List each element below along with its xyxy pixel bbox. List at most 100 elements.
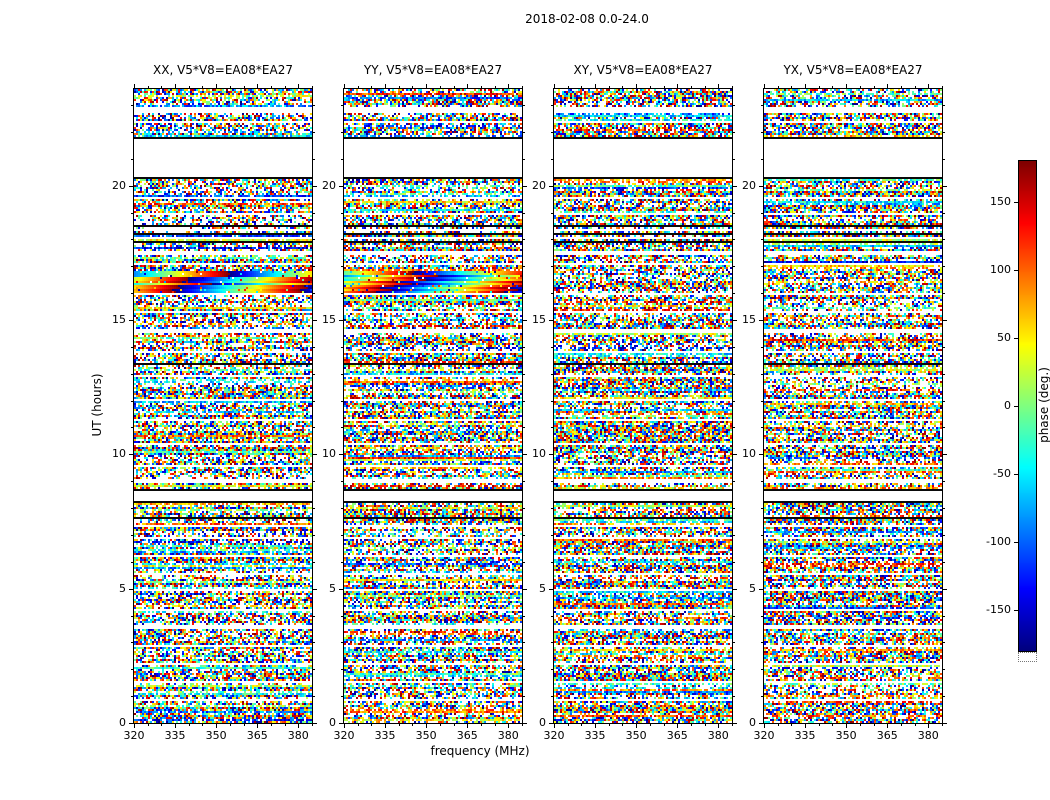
x-tick — [257, 84, 259, 88]
y-tick — [313, 723, 317, 724]
y-tick — [523, 293, 525, 295]
y-tick — [759, 588, 763, 590]
y-tick-label: 0 — [749, 716, 756, 729]
colorbar-tick — [1014, 474, 1018, 476]
x-tick — [663, 86, 665, 88]
y-tick — [733, 427, 735, 429]
figure-title: 2018-02-08 0.0-24.0 — [525, 12, 649, 26]
x-tick — [677, 84, 679, 88]
y-tick — [549, 320, 553, 322]
y-tick — [131, 400, 133, 402]
x-tick — [928, 84, 930, 88]
y-tick — [733, 185, 737, 187]
y-tick — [131, 212, 133, 214]
heatmap-panel-xy: XY, V5*V8=EA08*EA27 320 335 350 365 380 0 5 10 1… — [532, 63, 737, 742]
y-tick — [313, 615, 315, 617]
y-tick — [551, 373, 553, 375]
x-tick — [426, 84, 428, 88]
x-tick-label: 365 — [456, 729, 478, 742]
y-tick — [339, 320, 343, 322]
y-tick-label: 5 — [119, 581, 126, 595]
y-tick — [523, 131, 525, 133]
y-tick — [733, 481, 735, 483]
y-tick-label: 20 — [322, 178, 336, 192]
y-tick — [943, 696, 945, 698]
x-tick — [298, 84, 300, 88]
y-tick — [523, 427, 525, 429]
x-tick — [480, 724, 482, 726]
y-tick — [313, 588, 317, 590]
y-tick — [943, 508, 945, 510]
x-tick — [595, 724, 597, 728]
colorbar-tick-label: -150 — [986, 603, 1011, 617]
x-tick-label: 350 — [415, 729, 437, 742]
y-tick — [761, 508, 763, 510]
y-tick — [313, 561, 315, 563]
x-tick — [161, 86, 163, 88]
x-tick — [229, 86, 231, 88]
heatmap-canvas-xy — [554, 89, 732, 723]
colorbar-label: phase (deg.) — [1037, 367, 1050, 443]
y-tick — [733, 212, 735, 214]
x-tick — [777, 86, 779, 88]
y-tick — [341, 561, 343, 563]
x-tick — [704, 724, 706, 726]
x-tick-label: 320 — [753, 729, 775, 742]
y-tick — [341, 669, 343, 671]
y-tick-label: 5 — [749, 581, 756, 595]
x-tick — [873, 724, 875, 726]
x-tick — [887, 84, 889, 88]
heatmap-canvas-yx — [764, 89, 942, 723]
x-tick-label: 380 — [707, 729, 729, 742]
x-tick — [188, 724, 190, 726]
y-tick — [341, 266, 343, 268]
x-tick-label: 335 — [584, 729, 606, 742]
y-tick-label: 15 — [322, 313, 336, 327]
x-tick — [480, 86, 482, 88]
x-tick-label: 335 — [374, 729, 396, 742]
x-tick — [732, 86, 733, 88]
y-tick — [733, 723, 737, 724]
y-tick — [551, 642, 553, 644]
y-tick — [551, 212, 553, 214]
x-tick-label: 350 — [625, 729, 647, 742]
y-tick-label: 10 — [322, 447, 336, 461]
x-tick — [134, 84, 135, 88]
y-tick — [761, 373, 763, 375]
y-tick — [313, 212, 315, 214]
y-tick — [523, 212, 525, 214]
y-tick — [341, 508, 343, 510]
y-tick — [339, 588, 343, 590]
x-tick — [608, 86, 610, 88]
x-tick — [426, 724, 428, 728]
y-tick — [733, 508, 735, 510]
x-tick — [312, 724, 313, 726]
x-tick — [846, 724, 848, 728]
y-tick — [129, 588, 133, 590]
y-tick — [313, 508, 315, 510]
panel-title-xx: XX, V5*V8=EA08*EA27 — [153, 63, 293, 77]
y-tick — [341, 427, 343, 429]
y-tick — [313, 427, 315, 429]
y-tick — [523, 454, 527, 456]
y-tick — [551, 615, 553, 617]
x-tick — [636, 724, 638, 728]
y-tick-label: 5 — [329, 581, 336, 595]
colorbar-tick-label: 150 — [990, 194, 1011, 208]
y-tick — [733, 588, 737, 590]
x-tick-label: 380 — [917, 729, 939, 742]
y-tick — [523, 481, 525, 483]
y-tick — [733, 158, 735, 160]
y-tick-label: 0 — [119, 716, 126, 729]
y-tick — [761, 293, 763, 295]
panel-title-yx: YX, V5*V8=EA08*EA27 — [783, 63, 923, 77]
y-tick — [523, 320, 527, 322]
y-tick — [943, 400, 945, 402]
x-tick — [818, 86, 820, 88]
y-tick — [341, 239, 343, 241]
y-tick — [943, 615, 945, 617]
y-tick — [313, 642, 315, 644]
x-tick — [791, 724, 793, 726]
y-tick-label: 15 — [532, 313, 546, 327]
